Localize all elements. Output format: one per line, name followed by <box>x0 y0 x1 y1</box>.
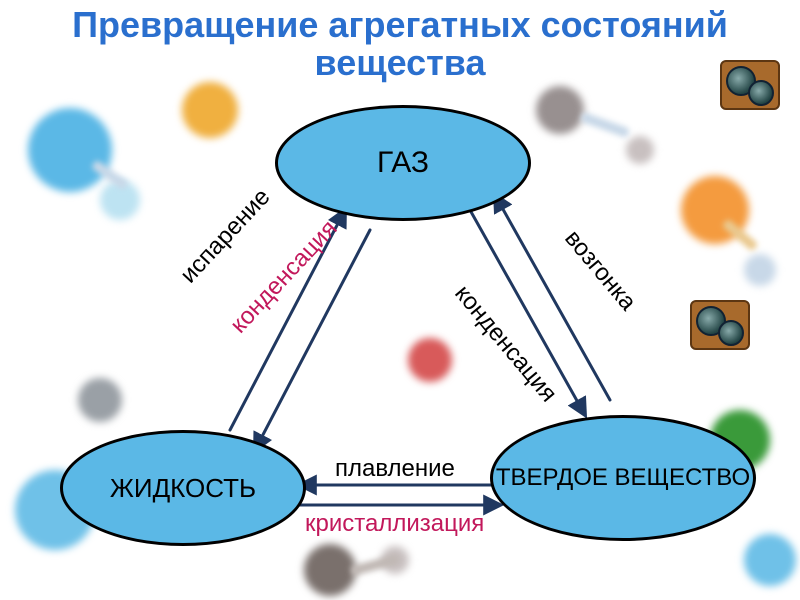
node-solid-label: ТВЕРДОЕ ВЕЩЕСТВО <box>496 464 750 492</box>
edge-crystallization-label: кристаллизация <box>305 510 484 538</box>
gears-icon <box>690 300 750 350</box>
node-solid: ТВЕРДОЕ ВЕЩЕСТВО <box>490 415 756 541</box>
node-liquid-label: ЖИДКОСТЬ <box>110 473 256 504</box>
page-title: Превращение агрегатных состояний веществ… <box>0 6 800 82</box>
title-text: Превращение агрегатных состояний веществ… <box>72 4 728 83</box>
gears-icon <box>720 60 780 110</box>
node-liquid: ЖИДКОСТЬ <box>60 430 306 546</box>
node-gas-label: ГАЗ <box>377 146 429 180</box>
edge-melting-label: плавление <box>335 455 455 483</box>
node-gas: ГАЗ <box>275 105 531 221</box>
